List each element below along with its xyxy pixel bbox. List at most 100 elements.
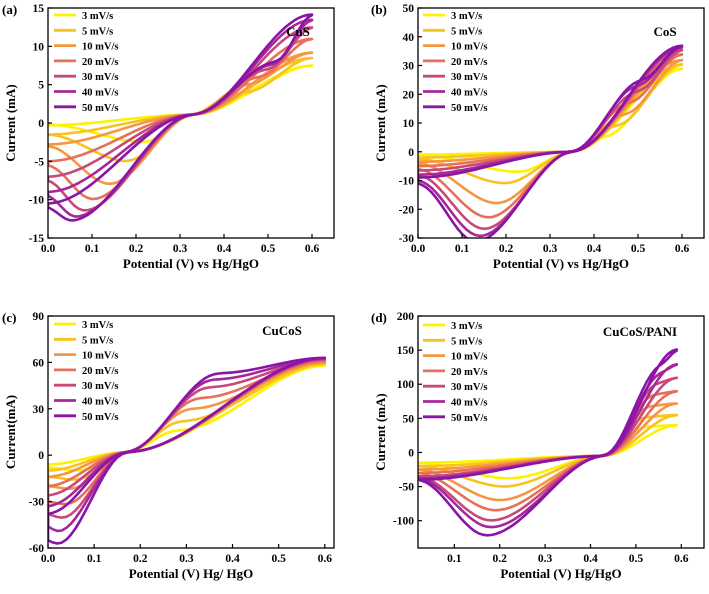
x-tick-label: 0.0 [41, 553, 56, 565]
cv-series-7 [48, 13, 314, 222]
y-tick-label: 90 [33, 311, 45, 323]
x-tick-label: 0.6 [674, 553, 689, 565]
legend-label: 50 mV/s [82, 412, 118, 423]
x-tick-label: 0.3 [543, 243, 558, 255]
panel-label: (a) [2, 2, 17, 17]
cv-series-4 [418, 389, 679, 512]
y-tick-label: -50 [399, 482, 415, 494]
cv-curves [48, 13, 314, 222]
legend-label: 3 mV/s [82, 320, 113, 331]
legend-label: 5 mV/s [82, 335, 113, 346]
y-tick-label: 5 [38, 80, 44, 92]
x-tick-label: 0.3 [173, 243, 188, 255]
chart-panel: 0.1 0.2 0.3 0.4 0.5 0.6 -100 -50 0 50 100 150 200 Pot… [371, 310, 705, 581]
y-tick-label: 30 [33, 404, 45, 416]
cv-curves [418, 348, 679, 537]
y-tick-label: -10 [29, 195, 45, 207]
y-tick-label: -5 [34, 156, 44, 168]
cv-series-2 [418, 63, 684, 185]
legend-label: 10 mV/s [451, 352, 487, 363]
legend-label: 10 mV/s [82, 351, 118, 362]
x-axis-label: Potential (V) Hg/HgO [500, 566, 621, 581]
x-tick-label: 0.2 [499, 243, 514, 255]
x-tick-label: 0.4 [587, 243, 602, 255]
y-tick-label: 0 [408, 447, 414, 459]
legend-label: 40 mV/s [82, 397, 118, 408]
y-tick-label: 150 [397, 345, 415, 357]
legend-label: 40 mV/s [82, 88, 118, 99]
cv-series-5 [418, 48, 684, 231]
cv-series-3 [418, 58, 684, 205]
y-tick-label: 10 [33, 41, 45, 53]
y-tick-label: -100 [393, 516, 414, 528]
legend: 3 mV/s 5 mV/s 10 mV/s 20 mV/s 30 mV/s 40 mV/s… [54, 320, 118, 423]
x-axis-label: Potential (V) vs Hg/HgO [123, 256, 259, 271]
cv-series-4 [418, 53, 684, 219]
cv-curves [418, 44, 684, 238]
legend-label: 5 mV/s [451, 26, 482, 37]
x-tick-label: 0.1 [447, 553, 462, 565]
panel-title: CuCoS/PANI [603, 324, 677, 339]
y-tick-label: -15 [29, 233, 45, 245]
y-tick-label: -30 [29, 497, 45, 509]
y-tick-label: 50 [403, 413, 415, 425]
y-tick-label: 15 [33, 3, 45, 15]
legend-label: 30 mV/s [82, 72, 118, 83]
x-tick-label: 0.1 [455, 243, 470, 255]
x-tick-label: 0.5 [271, 553, 286, 565]
panel-title: CuCoS [262, 323, 302, 338]
x-tick-label: 0.3 [538, 553, 553, 565]
legend-label: 50 mV/s [82, 103, 118, 114]
legend-label: 3 mV/s [451, 11, 482, 22]
x-axis-label: Potential (V) vs Hg/HgO [493, 256, 629, 271]
cv-series-2 [418, 413, 679, 488]
y-axis-label: Current(mA) [3, 395, 18, 469]
legend-label: 3 mV/s [451, 321, 482, 332]
x-tick-label: 0.1 [87, 553, 102, 565]
legend-label: 30 mV/s [82, 381, 118, 392]
cv-series-7 [48, 356, 327, 545]
chart-panel: 0.0 0.1 0.2 0.3 0.4 0.5 0.6 -60 -30 0 30 60 90 Potent… [2, 310, 335, 581]
legend-label: 30 mV/s [451, 382, 487, 393]
cv-series-7 [418, 44, 684, 238]
panel-label: (c) [2, 310, 16, 325]
legend: 3 mV/s 5 mV/s 10 mV/s 20 mV/s 30 mV/s 40 mV/s… [54, 11, 118, 114]
y-tick-label: 50 [403, 3, 415, 15]
y-axis-label: Current (mA) [3, 84, 18, 161]
panel-label: (d) [371, 310, 387, 325]
y-tick-label: 10 [403, 118, 415, 130]
legend: 3 mV/s 5 mV/s 10 mV/s 20 mV/s 30 mV/s 40 mV/s… [423, 11, 487, 114]
legend-label: 50 mV/s [451, 413, 487, 424]
y-tick-label: 0 [408, 147, 414, 159]
legend-label: 10 mV/s [451, 42, 487, 53]
y-tick-label: -20 [399, 204, 415, 216]
x-tick-label: 0.5 [261, 243, 276, 255]
y-tick-label: 100 [397, 379, 415, 391]
legend: 3 mV/s 5 mV/s 10 mV/s 20 mV/s 30 mV/s 40 mV/s… [423, 321, 487, 424]
x-tick-label: 0.4 [225, 553, 240, 565]
legend-label: 20 mV/s [82, 366, 118, 377]
x-tick-label: 0.6 [305, 243, 320, 255]
cv-curves [48, 356, 327, 545]
legend-label: 20 mV/s [451, 367, 487, 378]
panel-title: CuS [286, 24, 310, 39]
y-axis-label: Current (mA) [373, 393, 388, 470]
x-tick-label: 0.2 [493, 553, 508, 565]
x-tick-label: 0.0 [41, 243, 56, 255]
x-tick-label: 0.5 [629, 553, 644, 565]
x-tick-label: 0.4 [583, 553, 598, 565]
x-axis-label: Potential (V) Hg/ HgO [129, 566, 254, 581]
cv-series-3 [418, 402, 679, 502]
x-tick-label: 0.6 [675, 243, 690, 255]
x-tick-label: 0.2 [133, 553, 148, 565]
plot-frame [47, 315, 335, 549]
panel-title: CoS [653, 24, 676, 39]
plot-frame [417, 315, 705, 549]
legend-label: 30 mV/s [451, 72, 487, 83]
x-tick-label: 0.4 [217, 243, 232, 255]
panel-label: (b) [371, 2, 387, 17]
legend-label: 20 mV/s [451, 57, 487, 68]
cv-series-7 [418, 348, 679, 537]
legend-label: 50 mV/s [451, 103, 487, 114]
